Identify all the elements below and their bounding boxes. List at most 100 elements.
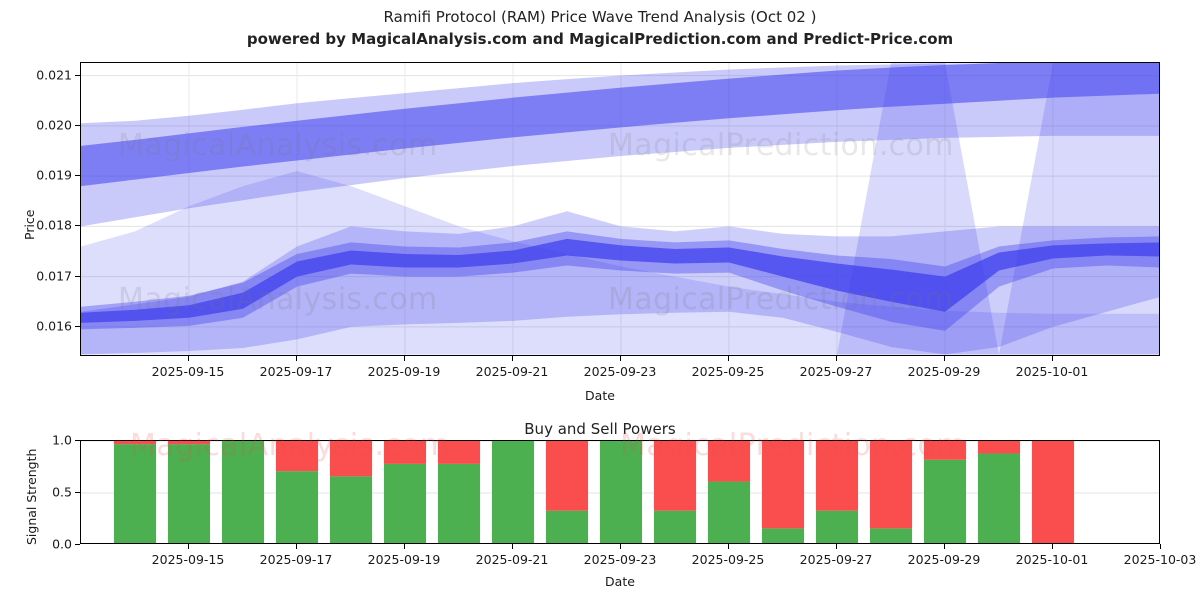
bar-sell-segment [653, 441, 697, 511]
bar-group [545, 441, 589, 543]
bar-buy-segment [545, 510, 589, 543]
price-x-tickmark [620, 356, 621, 361]
power-x-axis-label: Date [605, 574, 635, 589]
bar-sell-segment [815, 441, 859, 511]
price-x-tickmark [512, 356, 513, 361]
price-x-tickmark [836, 356, 837, 361]
price-x-tick-label: 2025-09-21 [475, 364, 549, 379]
price-y-tick-label: 0.018 [36, 217, 72, 233]
price-y-tickmark [75, 175, 80, 177]
price-x-tick-label: 2025-09-15 [151, 364, 225, 379]
bar-group [1031, 441, 1075, 543]
power-x-tick-label: 2025-09-19 [367, 552, 441, 567]
price-y-tickmark [75, 124, 80, 126]
bar-buy-segment [275, 471, 319, 543]
bar-sell-segment [383, 441, 427, 464]
power-x-tickmark [944, 544, 945, 549]
bar-sell-segment [977, 441, 1021, 454]
price-y-tickmark [75, 275, 80, 277]
power-x-tickmark [404, 544, 405, 549]
page-title: Ramifi Protocol (RAM) Price Wave Trend A… [383, 8, 817, 26]
bar-group [869, 441, 913, 543]
bar-buy-segment [437, 463, 481, 543]
price-x-tickmark [944, 356, 945, 361]
price-x-tickmark [1052, 356, 1053, 361]
bar-group [437, 441, 481, 543]
power-x-tickmark [1160, 544, 1161, 549]
bar-sell-segment [545, 441, 589, 511]
bar-group [977, 441, 1021, 543]
bar-group [329, 441, 373, 543]
power-x-tickmark [188, 544, 189, 549]
bar-buy-segment [221, 441, 265, 543]
power-y-tick-label: 1.0 [52, 432, 72, 448]
power-x-tickmark [836, 544, 837, 549]
price-y-axis-label: Price [22, 209, 37, 241]
power-x-tickmark [728, 544, 729, 549]
power-x-tickmark [1052, 544, 1053, 549]
bar-buy-segment [329, 476, 373, 543]
price-x-tick-label: 2025-09-23 [583, 364, 657, 379]
bar-sell-segment [707, 441, 751, 482]
price-y-tick-label: 0.017 [36, 268, 72, 284]
bar-buy-segment [113, 444, 157, 543]
title-block: Ramifi Protocol (RAM) Price Wave Trend A… [0, 6, 1200, 50]
bar-sell-segment [761, 441, 805, 529]
bar-buy-segment [815, 510, 859, 543]
price-y-tickmark [75, 225, 80, 227]
buy-sell-plot-area [80, 440, 1160, 544]
power-x-tick-label: 2025-09-17 [259, 552, 333, 567]
power-chart-title-block: Buy and Sell Powers [0, 418, 1200, 440]
bar-sell-segment [437, 441, 481, 464]
bar-buy-segment [599, 441, 643, 543]
bar-buy-segment [869, 528, 913, 543]
price-y-tick-label: 0.021 [36, 67, 72, 83]
bar-buy-segment [491, 441, 535, 543]
power-x-tickmark [620, 544, 621, 549]
price-x-tick-label: 2025-09-19 [367, 364, 441, 379]
bar-sell-segment [869, 441, 913, 529]
bar-group [653, 441, 697, 543]
power-chart-title: Buy and Sell Powers [524, 420, 676, 438]
bar-sell-segment [329, 441, 373, 477]
bar-group [599, 441, 643, 543]
bar-group [761, 441, 805, 543]
price-y-tick-label: 0.016 [36, 318, 72, 334]
bar-sell-segment [275, 441, 319, 472]
power-y-tick-label: 0.5 [52, 484, 72, 500]
power-x-tick-label: 2025-09-23 [583, 552, 657, 567]
price-y-tick-label: 0.020 [36, 117, 72, 133]
bar-group [815, 441, 859, 543]
power-y-tickmark [75, 492, 80, 493]
price-x-tick-label: 2025-09-25 [691, 364, 765, 379]
power-x-tick-label: 2025-10-01 [1015, 552, 1089, 567]
bar-sell-segment [923, 441, 967, 460]
bar-buy-segment [761, 528, 805, 543]
power-x-tick-label: 2025-09-27 [799, 552, 873, 567]
bar-group [167, 441, 211, 543]
bar-sell-segment [167, 441, 211, 445]
bar-sell-segment [113, 441, 157, 445]
power-y-axis-label: Signal Strength [24, 448, 39, 545]
power-x-tick-label: 2025-10-03 [1123, 552, 1197, 567]
price-x-tick-label: 2025-09-29 [907, 364, 981, 379]
bar-group [275, 441, 319, 543]
wave-band-v-sweep-left [81, 171, 1159, 355]
price-y-tick-label: 0.019 [36, 167, 72, 183]
page-subtitle: powered by MagicalAnalysis.com and Magic… [246, 30, 954, 48]
price-y-tickmark [75, 325, 80, 327]
price-x-tick-label: 2025-10-01 [1015, 364, 1089, 379]
bar-group [491, 441, 535, 543]
price-x-tick-label: 2025-09-17 [259, 364, 333, 379]
price-x-axis-label: Date [585, 388, 615, 403]
power-y-tick-label: 0.0 [52, 536, 72, 552]
power-x-tick-label: 2025-09-25 [691, 552, 765, 567]
bar-buy-segment [653, 510, 697, 543]
price-x-tickmark [296, 356, 297, 361]
bar-group [707, 441, 751, 543]
wave-band-lower-band-outer [81, 211, 1159, 355]
power-x-tickmark [296, 544, 297, 549]
power-x-tick-label: 2025-09-29 [907, 552, 981, 567]
bar-buy-segment [383, 463, 427, 543]
